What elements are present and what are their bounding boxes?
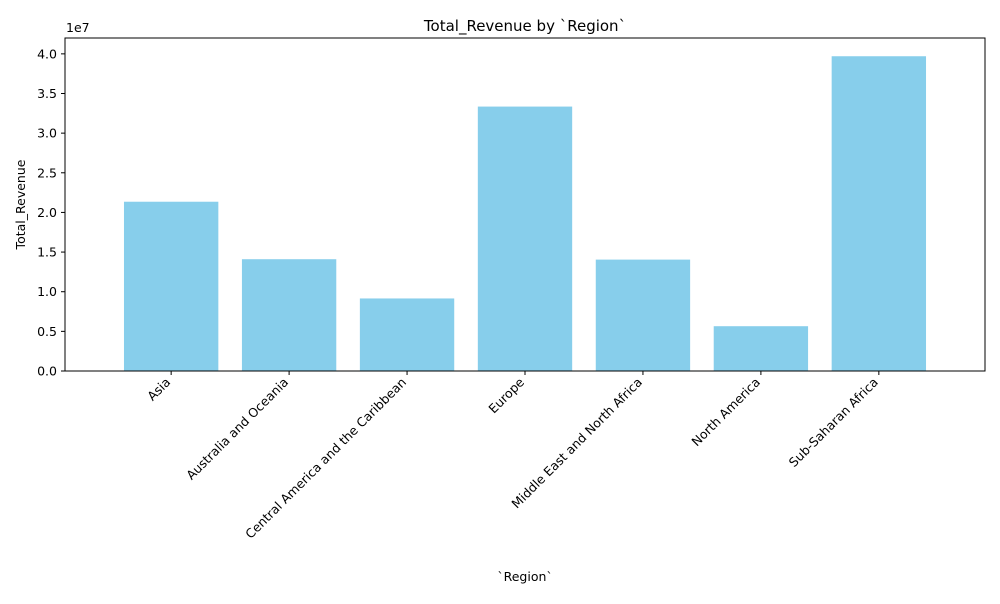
bar [359,298,455,371]
x-tick-label: Middle East and North Africa [508,375,645,512]
x-tick-label: North America [688,375,763,450]
y-axis-multiplier: 1e7 [66,20,90,35]
y-tick-label: 1.0 [37,284,57,299]
x-axis-label: `Region` [497,569,552,584]
y-tick-label: 1.5 [37,245,57,260]
y-tick-label: 2.5 [37,165,57,180]
bar [123,201,219,371]
bar [241,259,337,371]
x-tick-label: Europe [485,374,527,416]
y-axis-label: Total_Revenue [13,159,28,250]
chart-title: Total_Revenue by `Region` [423,17,626,36]
y-tick-label: 3.0 [37,126,57,141]
x-tick-label: Australia and Oceania [183,375,291,483]
plot-frame [64,37,986,372]
bar [713,326,809,371]
bar [831,56,927,371]
bar [595,259,691,371]
y-tick-label: 3.5 [37,86,57,101]
y-tick-label: 0.0 [37,364,57,379]
y-tick-label: 0.5 [37,324,57,339]
bars-layer [123,56,927,371]
x-tick-label: Sub-Saharan Africa [786,375,881,470]
y-axis: 0.0 0.5 1.0 1.5 2.0 2.5 3.0 3.5 4.0 [37,46,65,379]
y-tick-label: 2.0 [37,205,57,220]
x-tick-label: Asia [144,375,173,404]
y-tick-label: 4.0 [37,46,57,61]
bar [477,106,573,371]
